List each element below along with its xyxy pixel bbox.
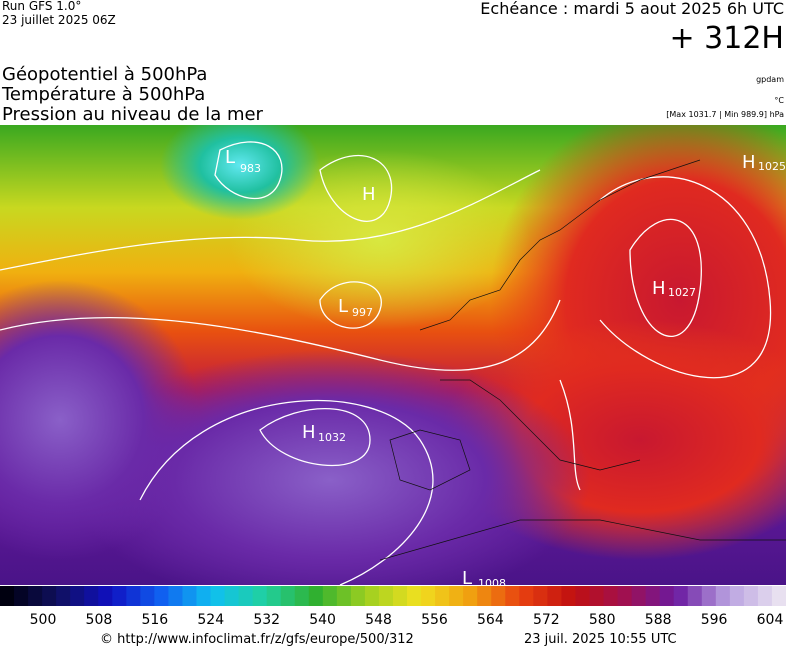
colorbar-label: 556 bbox=[421, 612, 448, 628]
colorbar-swatch bbox=[701, 586, 717, 606]
unit: °C bbox=[774, 96, 784, 105]
colorbar-swatch bbox=[252, 586, 268, 606]
colorbar-swatch bbox=[182, 586, 197, 606]
colorbar-swatch bbox=[519, 586, 534, 606]
colorbar-swatch bbox=[715, 586, 731, 606]
colorbar-swatch bbox=[589, 586, 605, 606]
run-label: Run GFS 1.0° bbox=[2, 0, 81, 13]
colorbar-label: 564 bbox=[477, 612, 504, 628]
center-value: 1008 bbox=[478, 577, 506, 590]
unit: gpdam bbox=[756, 75, 784, 84]
colorbar-swatch bbox=[294, 586, 310, 606]
colorbar-swatch bbox=[84, 586, 99, 606]
colorbar-swatch bbox=[673, 586, 689, 606]
colorbar-swatch bbox=[477, 586, 492, 606]
colorbar-swatch bbox=[280, 586, 296, 606]
colorbar-swatch bbox=[28, 586, 43, 606]
colorbar-swatch bbox=[533, 586, 548, 606]
colorbar-swatch bbox=[505, 586, 520, 606]
colorbar-swatch bbox=[631, 586, 647, 606]
colorbar-swatch bbox=[14, 586, 29, 606]
colorbar-swatch bbox=[771, 586, 786, 606]
colorbar-swatch bbox=[393, 586, 408, 606]
colorbar-swatch bbox=[407, 586, 422, 606]
colorbar-swatch bbox=[491, 586, 506, 606]
colorbar-swatch bbox=[196, 586, 212, 606]
colorbar-label: 532 bbox=[253, 612, 280, 628]
colorbar-swatch bbox=[224, 586, 240, 606]
colorbar-swatch bbox=[729, 586, 745, 606]
colorbar-swatch bbox=[449, 586, 464, 606]
center-symbol: L bbox=[225, 147, 235, 168]
colorbar-label: 548 bbox=[365, 612, 392, 628]
colorbar-swatch bbox=[435, 586, 450, 606]
colorbar-swatch bbox=[603, 586, 619, 606]
colorbar-label: 524 bbox=[197, 612, 224, 628]
center-value: 1025 bbox=[758, 160, 786, 173]
center-value: 983 bbox=[240, 162, 261, 175]
colorbar-swatch bbox=[463, 586, 478, 606]
colorbar-label: 580 bbox=[589, 612, 616, 628]
colorbar-swatch bbox=[547, 586, 562, 606]
colorbar-swatch bbox=[336, 586, 352, 606]
legend-line: Température à 500hPa bbox=[1, 84, 205, 105]
colorbar-swatch bbox=[56, 586, 71, 606]
center-symbol: L bbox=[462, 568, 472, 589]
colorbar-swatch bbox=[350, 586, 366, 606]
center-symbol: H bbox=[742, 152, 756, 173]
colorbar-swatch bbox=[364, 586, 380, 606]
colorbar-swatch bbox=[421, 586, 436, 606]
generated: 23 juil. 2025 10:55 UTC bbox=[524, 632, 677, 647]
colorbar-swatch bbox=[308, 586, 324, 606]
center-value: 1027 bbox=[668, 286, 696, 299]
center-symbol: L bbox=[338, 296, 348, 317]
colorbar-swatch bbox=[757, 586, 773, 606]
colorbar-swatch bbox=[659, 586, 675, 606]
center-symbol: H bbox=[652, 278, 666, 299]
colorbar-label: 596 bbox=[701, 612, 728, 628]
source: © http://www.infoclimat.fr/z/gfs/europe/… bbox=[100, 632, 414, 647]
colorbar-swatch bbox=[575, 586, 590, 606]
colorbar-swatch bbox=[42, 586, 57, 606]
colorbar-swatch bbox=[70, 586, 85, 606]
colorbar-swatch bbox=[322, 586, 338, 606]
lead-time: + 312H bbox=[670, 21, 785, 56]
colorbar-label: 604 bbox=[757, 612, 784, 628]
colorbar-swatch bbox=[126, 586, 141, 606]
center-value: 1032 bbox=[318, 431, 346, 444]
colorbar-swatch bbox=[238, 586, 254, 606]
colorbar-label: 588 bbox=[645, 612, 672, 628]
colorbar-swatch bbox=[154, 586, 169, 606]
colorbar: 500 508 516 524 532 540 548 556 564 572 580 588 596 6… bbox=[0, 586, 786, 628]
colorbar-label: 500 bbox=[30, 612, 57, 628]
legend-line: Géopotentiel à 500hPa bbox=[2, 64, 207, 85]
colorbar-label: 508 bbox=[86, 612, 113, 628]
run-date: 23 juillet 2025 06Z bbox=[2, 13, 116, 27]
colorbar-swatch bbox=[743, 586, 759, 606]
colorbar-swatch bbox=[617, 586, 633, 606]
colorbar-swatch bbox=[645, 586, 661, 606]
colorbar-swatch bbox=[98, 586, 113, 606]
center-value: 997 bbox=[352, 306, 373, 319]
colorbar-swatch bbox=[210, 586, 226, 606]
colorbar-swatch bbox=[0, 586, 15, 606]
colorbar-label: 540 bbox=[309, 612, 336, 628]
colorbar-swatch bbox=[112, 586, 127, 606]
valid-time: Echéance : mardi 5 aout 2025 6h UTC bbox=[480, 0, 784, 18]
colorbar-swatch bbox=[168, 586, 183, 606]
colorbar-swatch bbox=[266, 586, 282, 606]
map: L 983 H L 997 H 1027 H 1025 H 1032 L 100… bbox=[0, 125, 786, 590]
pressure-range: [Max 1031.7 | Min 989.9] hPa bbox=[666, 110, 784, 119]
center-symbol: H bbox=[302, 422, 316, 443]
colorbar-swatch bbox=[378, 586, 394, 606]
center-symbol: H bbox=[362, 184, 376, 205]
colorbar-swatch bbox=[687, 586, 703, 606]
colorbar-swatch bbox=[140, 586, 155, 606]
colorbar-swatch bbox=[561, 586, 576, 606]
colorbar-label: 516 bbox=[141, 612, 168, 628]
colorbar-label: 572 bbox=[533, 612, 560, 628]
legend-line: Pression au niveau de la mer bbox=[2, 104, 264, 125]
